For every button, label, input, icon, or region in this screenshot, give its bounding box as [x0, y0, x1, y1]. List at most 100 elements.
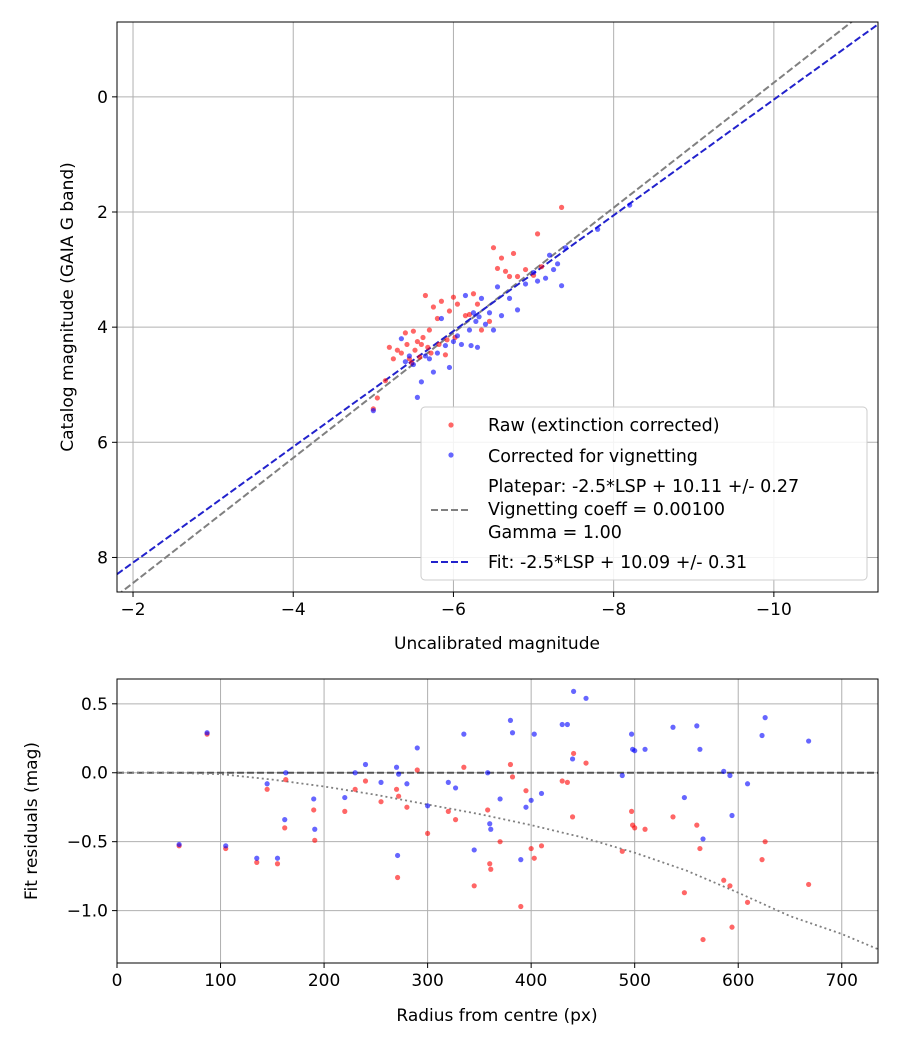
top-series2-line	[119, 22, 854, 592]
bottom-series0-point	[393, 786, 400, 792]
top-x-tick-label: −6	[441, 600, 466, 620]
bottom-series1-point	[564, 721, 570, 728]
bottom-series0-point	[762, 839, 768, 845]
bottom-series1-point	[176, 841, 182, 848]
top-series0-point	[404, 341, 410, 348]
bottom-y-tick-label: 0.0	[81, 764, 108, 784]
top-series1-point	[474, 344, 481, 350]
bottom-series0-point	[378, 799, 384, 805]
top-y-tick-label: 0	[97, 88, 108, 108]
top-series0-point	[502, 268, 509, 274]
top-series1-point	[446, 364, 453, 371]
top-series1-point	[406, 353, 412, 359]
top-y-tick-label: 6	[97, 433, 108, 453]
bottom-series1-point	[531, 731, 537, 737]
bottom-series1-point	[700, 836, 706, 842]
top-series1-point	[478, 295, 485, 301]
bottom-series1-point	[497, 796, 503, 802]
top-series1-point	[430, 369, 437, 375]
bottom-series1-point	[394, 852, 401, 859]
top-series0-point	[386, 344, 392, 350]
bottom-series1-point	[223, 843, 229, 849]
bottom-series1-point	[282, 817, 288, 823]
bottom-series1-point	[312, 826, 318, 832]
bottom-series-points	[176, 688, 812, 943]
top-x-tick-label: −2	[120, 600, 145, 620]
bottom-series0-point	[264, 786, 270, 792]
top-legend: Raw (extinction corrected) Corrected for…	[420, 406, 868, 581]
top-series1-point	[514, 307, 521, 313]
top-series1-point	[454, 333, 461, 339]
top-series0-point	[538, 264, 545, 270]
top-series1-point	[434, 350, 441, 356]
top-series1-point	[418, 379, 424, 385]
bottom-series0-point	[487, 861, 493, 867]
top-series0-point	[382, 378, 388, 384]
bottom-series1-point	[362, 761, 369, 768]
bottom-series0-point	[681, 890, 687, 896]
bottom-series0-point	[282, 825, 288, 831]
top-series0-point	[470, 291, 477, 297]
bottom-y-axis-label: Fit residuals (mag)	[22, 742, 42, 900]
bottom-x-tick-label: 0	[112, 971, 123, 991]
top-series0-point	[558, 204, 565, 210]
bottom-series1-point	[485, 770, 491, 776]
legend-label-corrected: Corrected for vignetting	[488, 447, 698, 467]
top-series0-point	[478, 327, 485, 333]
bottom-x-tick-label: 700	[826, 971, 858, 991]
bottom-x-tick-label: 100	[204, 971, 236, 991]
top-x-tick-label: −10	[756, 600, 792, 620]
legend-label-fit: Fit: -2.5*LSP + 10.09 +/- 0.31	[488, 553, 747, 573]
bottom-x-tick-label: 600	[722, 971, 754, 991]
top-series1-point	[462, 292, 469, 299]
top-series1-point	[468, 342, 474, 349]
bottom-series0-point	[628, 808, 635, 814]
bottom-series1-point	[632, 748, 638, 754]
top-series1-point	[466, 327, 473, 333]
bottom-series0-point	[396, 793, 402, 799]
bottom-series1-point	[488, 826, 494, 832]
top-series0-point	[434, 315, 441, 322]
top-series1-point	[422, 353, 429, 359]
bottom-series0-point	[694, 822, 700, 828]
bottom-series0-point	[806, 881, 812, 888]
bottom-series3-line	[117, 771, 878, 951]
top-series0-point	[428, 350, 434, 356]
legend-marker-corrected	[448, 452, 454, 458]
bottom-series1-point	[642, 746, 648, 752]
top-series1-point	[542, 275, 549, 281]
bottom-series1-point	[571, 688, 577, 695]
bottom-series0-point	[507, 761, 514, 768]
top-series0-point	[420, 334, 426, 341]
bottom-series-lines	[117, 771, 878, 951]
top-series1-point	[506, 295, 513, 301]
bottom-series1-point	[283, 770, 289, 776]
top-series0-point	[394, 347, 400, 353]
legend-label-platepar-line1: Platepar: -2.5*LSP + 10.11 +/- 0.27	[488, 477, 799, 497]
bottom-series0-point	[523, 788, 529, 794]
top-series0-point	[494, 265, 501, 272]
bottom-series1-point	[487, 821, 493, 827]
bottom-series1-point	[352, 770, 358, 776]
top-series0-point	[417, 354, 423, 360]
bottom-series1-point	[311, 796, 317, 802]
top-series0-point	[490, 245, 497, 251]
bottom-x-axis-label: Radius from centre (px)	[396, 1006, 597, 1026]
top-series1-point	[414, 394, 420, 400]
top-series0-point	[426, 327, 433, 333]
bottom-ticks: 0 100 200 300 400 500 600 700 0.5 0.0 −0.5 −1.0	[67, 695, 858, 991]
bottom-series0-point	[488, 866, 494, 872]
top-series0-point	[446, 308, 453, 314]
bottom-series0-point	[497, 839, 503, 845]
bottom-series1-point	[583, 695, 589, 701]
top-axes-frame	[116, 21, 879, 593]
bottom-series0-point	[528, 845, 534, 852]
top-series1-point	[442, 342, 449, 349]
bottom-y-tick-label: −1.0	[67, 902, 108, 922]
bottom-series0-point	[312, 837, 318, 843]
legend-box	[420, 406, 868, 581]
top-series0-point	[450, 294, 457, 300]
bottom-series0-point	[619, 848, 625, 854]
